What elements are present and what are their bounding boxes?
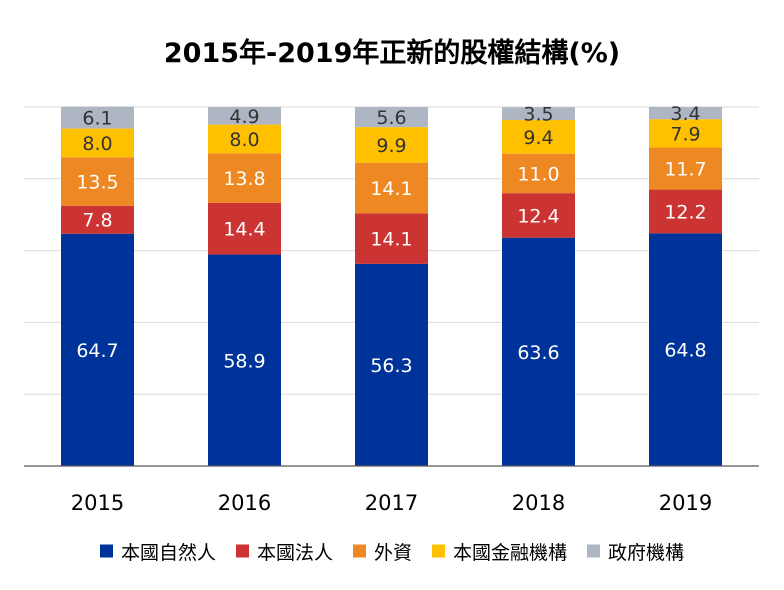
bars (61, 106, 722, 466)
data-label: 64.8 (664, 340, 706, 362)
legend-label: 本國自然人 (121, 542, 216, 564)
data-label: 7.8 (82, 210, 112, 232)
bar-segment (208, 202, 281, 255)
legend-label: 外資 (374, 542, 412, 564)
bar-segment (208, 107, 281, 125)
data-label: 11.7 (664, 159, 706, 181)
bar-segment (649, 147, 722, 190)
legend-item: 政府機構 (587, 542, 684, 564)
data-label: 12.2 (664, 201, 706, 223)
bar-segment (649, 107, 722, 120)
bar-segment (502, 119, 575, 154)
legend-item: 外資 (353, 542, 412, 564)
bar-segment (649, 233, 722, 466)
legend-swatch (236, 544, 249, 558)
legend-item: 本國自然人 (100, 542, 216, 564)
bar-segment (355, 263, 428, 466)
data-label: 14.1 (370, 229, 412, 251)
data-label: 8.0 (229, 129, 259, 151)
data-label: 63.6 (517, 342, 559, 364)
data-label: 7.9 (670, 123, 700, 145)
x-tick-label: 2018 (512, 491, 565, 515)
legend-swatch (100, 544, 113, 558)
bar-segment (61, 157, 134, 206)
bar-segment (649, 119, 722, 148)
bar-segment (355, 107, 428, 128)
bar-segment (502, 237, 575, 466)
bar-segment (208, 254, 281, 466)
data-label: 64.7 (76, 340, 118, 362)
legend-swatch (432, 544, 445, 558)
legend-swatch (353, 544, 366, 558)
data-label: 9.9 (376, 135, 406, 157)
data-label: 12.4 (517, 205, 559, 227)
bar-segment (208, 124, 281, 154)
x-tick-labels: 2015 2016 2017 2018 2019 (71, 491, 712, 515)
data-label: 11.0 (517, 163, 559, 185)
data-label: 58.9 (223, 350, 265, 372)
bar-segment (61, 205, 134, 234)
data-label: 9.4 (523, 127, 553, 149)
data-label: 4.9 (229, 106, 259, 128)
legend-item: 本國法人 (236, 542, 333, 564)
bar-segment (355, 213, 428, 264)
data-label: 14.4 (223, 219, 265, 241)
data-label: 6.1 (82, 108, 112, 130)
bar-segment (355, 127, 428, 163)
x-tick-label: 2016 (218, 491, 271, 515)
bar-segment (502, 193, 575, 238)
legend: 本國自然人 本國法人 外資 本國金融機構 政府機構 (100, 542, 684, 564)
bar-segment (61, 128, 134, 158)
x-tick-label: 2019 (659, 491, 712, 515)
data-label: 13.5 (76, 171, 118, 193)
bar-segment (61, 233, 134, 466)
data-label: 56.3 (370, 355, 412, 377)
bar-segment (649, 189, 722, 234)
bar-segment (355, 162, 428, 214)
data-label: 5.6 (376, 107, 406, 129)
legend-item: 本國金融機構 (432, 542, 567, 564)
x-tick-label: 2017 (365, 491, 418, 515)
legend-swatch (587, 544, 600, 558)
data-label: 13.8 (223, 168, 265, 190)
data-label: 8.0 (82, 133, 112, 155)
chart-title: 2015年-2019年正新的股權結構(%) (164, 37, 620, 69)
data-label: 3.4 (670, 103, 700, 125)
bar-segment (208, 153, 281, 203)
x-tick-label: 2015 (71, 491, 124, 515)
legend-label: 本國金融機構 (453, 542, 567, 564)
bar-segment (502, 107, 575, 120)
legend-label: 政府機構 (608, 542, 684, 564)
bar-segment (61, 106, 134, 129)
data-label: 3.5 (523, 104, 553, 126)
data-labels: 64.77.813.58.06.158.914.413.88.04.956.31… (76, 103, 706, 377)
legend-label: 本國法人 (257, 542, 333, 564)
data-label: 14.1 (370, 178, 412, 200)
bar-segment (502, 153, 575, 194)
